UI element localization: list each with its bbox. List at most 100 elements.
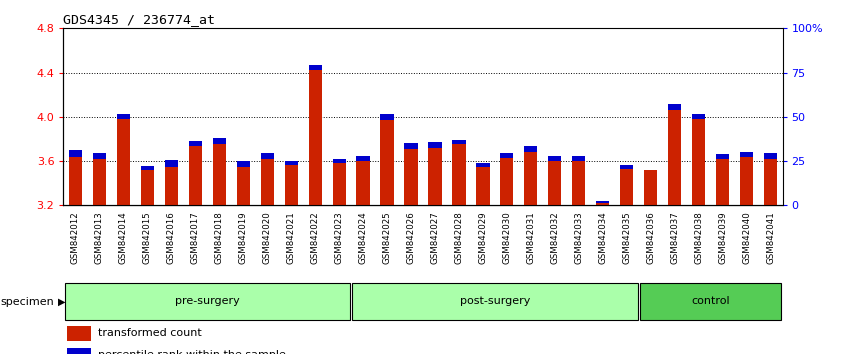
Text: GSM842026: GSM842026 [407,211,415,264]
Text: GSM842013: GSM842013 [95,211,104,264]
Text: GSM842029: GSM842029 [479,211,487,264]
Text: GSM842036: GSM842036 [646,211,655,264]
Bar [548,161,562,205]
Text: GSM842031: GSM842031 [526,211,536,264]
Text: GSM842032: GSM842032 [551,211,559,264]
Bar [596,203,609,205]
Text: GSM842030: GSM842030 [503,211,511,264]
Text: GSM842018: GSM842018 [215,211,223,264]
Bar [572,156,585,161]
Text: GSM842034: GSM842034 [598,211,607,264]
Bar [381,114,393,120]
Text: GSM842024: GSM842024 [359,211,367,264]
Text: pre-surgery: pre-surgery [175,296,239,306]
Bar [212,144,226,205]
Text: GSM842022: GSM842022 [310,211,320,264]
Bar [356,161,370,205]
Text: GSM842039: GSM842039 [718,211,727,264]
Bar [332,159,346,163]
Text: GSM842027: GSM842027 [431,211,439,264]
Bar [67,348,91,354]
FancyBboxPatch shape [352,284,638,320]
Bar [428,148,442,205]
Bar [548,156,562,161]
Bar [67,326,91,341]
Text: GSM842041: GSM842041 [766,211,775,264]
Text: GSM842033: GSM842033 [574,211,583,264]
Bar [500,153,514,158]
Bar [117,114,130,119]
Bar [500,158,514,205]
Bar [692,119,706,205]
Text: percentile rank within the sample: percentile rank within the sample [98,350,286,354]
Text: GSM842040: GSM842040 [742,211,751,264]
Bar [476,167,490,205]
Bar [716,159,729,205]
Bar [596,201,609,203]
Bar [189,141,202,145]
Bar [165,167,178,205]
Bar [404,143,418,149]
Bar [620,165,634,169]
Text: GSM842037: GSM842037 [670,211,679,264]
Text: GSM842028: GSM842028 [454,211,464,264]
Bar [212,138,226,144]
Bar [740,152,753,156]
FancyBboxPatch shape [640,284,782,320]
Bar [381,120,393,205]
Bar [572,161,585,205]
Text: GSM842015: GSM842015 [143,211,151,264]
Text: GSM842021: GSM842021 [287,211,295,264]
Text: GSM842023: GSM842023 [335,211,343,264]
Text: control: control [691,296,730,306]
Bar [764,153,777,159]
FancyBboxPatch shape [64,284,350,320]
Bar [189,145,202,205]
Text: post-surgery: post-surgery [459,296,530,306]
Bar [668,110,681,205]
Bar [261,153,274,159]
Text: GSM842025: GSM842025 [382,211,392,264]
Bar [476,163,490,167]
Bar [453,144,465,205]
Text: GSM842035: GSM842035 [623,211,631,264]
Bar [332,163,346,205]
Text: GDS4345 / 236774_at: GDS4345 / 236774_at [63,13,216,26]
Bar [309,65,321,70]
Bar [165,160,178,167]
Bar [309,70,321,205]
Bar [69,150,82,156]
Bar [668,104,681,110]
Text: ▶: ▶ [58,297,65,307]
Text: GSM842020: GSM842020 [263,211,272,264]
Bar [93,159,106,205]
Bar [428,142,442,148]
Bar [356,156,370,161]
Bar [261,159,274,205]
Text: GSM842016: GSM842016 [167,211,176,264]
Bar [237,161,250,167]
Text: transformed count: transformed count [98,328,201,338]
Bar [525,152,537,205]
Bar [764,159,777,205]
Text: GSM842014: GSM842014 [119,211,128,264]
Bar [620,169,634,205]
Bar [404,149,418,205]
Bar [525,147,537,152]
Text: GSM842012: GSM842012 [71,211,80,264]
Bar [93,153,106,159]
Text: GSM842038: GSM842038 [695,211,703,264]
Text: specimen: specimen [1,297,55,307]
Bar [716,154,729,159]
Bar [237,167,250,205]
Bar [140,166,154,170]
Bar [644,170,657,205]
Bar [284,165,298,205]
Bar [117,119,130,205]
Bar [69,156,82,205]
Text: GSM842019: GSM842019 [239,211,248,264]
Bar [692,114,706,119]
Bar [740,156,753,205]
Bar [284,161,298,166]
Bar [453,140,465,144]
